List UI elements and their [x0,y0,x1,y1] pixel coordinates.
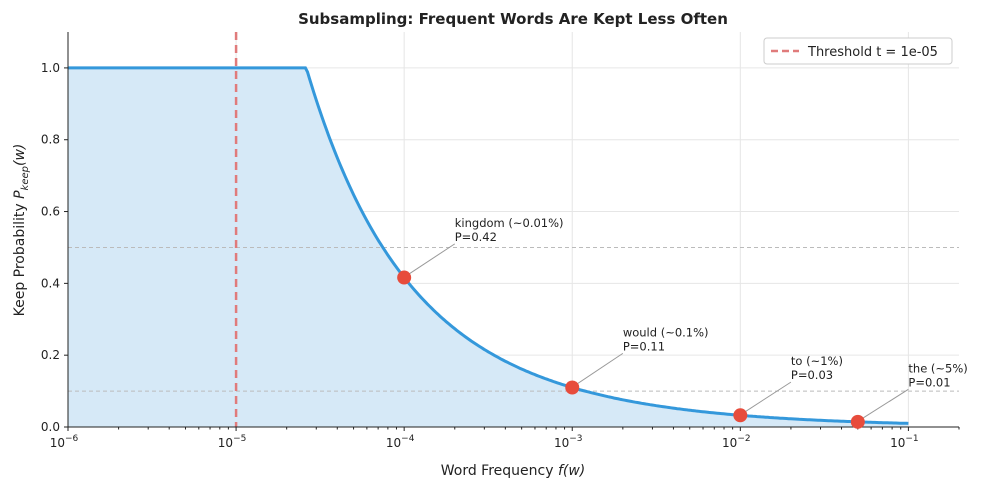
point-would [565,380,580,395]
point-to [733,408,748,423]
point-the [850,414,865,429]
legend-box [763,37,953,65]
x-tick-label: 10−2 [722,434,751,450]
y-tick-label: 0.0 [41,420,60,434]
annotation-label-would: would (~0.1%) [623,325,709,339]
annotation-label-to: to (~1%) [791,354,843,368]
axes: 0.0 0.2 0.4 0.6 0.8 1.0 10−6 10−5 10−4 10−3 10−2 10… [41,32,960,450]
x-axis-label: Word Frequency f(w) [441,463,586,479]
y-axis-label: Keep Probability Pkeep(w) [12,144,31,317]
point-kingdom [397,270,412,285]
annotation-arrow [575,352,624,385]
x-tick-label: 10−1 [890,434,919,450]
x-tick-label: 10−3 [554,434,583,450]
legend: Threshold t = 1e-05 [763,37,953,65]
annotation-arrow [407,243,456,275]
series [68,32,959,428]
annotation-arrow [861,388,909,420]
curve-fill-area [68,67,909,428]
annotation-arrow [744,381,792,413]
annotation-value-to: P=0.03 [791,368,833,382]
y-tick-label: 0.8 [41,133,60,147]
y-tick-label: 0.6 [41,205,60,219]
annotation-label-the: the (~5%) [908,361,967,375]
x-tick-label: 10−5 [218,434,247,450]
annotations: kingdom (~0.01%)P=0.42 would (~0.1%)P=0.1… [397,216,968,429]
annotation-value-kingdom: P=0.42 [455,230,497,244]
y-tick-label: 1.0 [41,61,60,75]
x-tick-label: 10−4 [386,434,415,450]
annotation-label-kingdom: kingdom (~0.01%) [455,216,564,230]
annotation-value-the: P=0.01 [908,375,950,389]
y-tick-label: 0.4 [41,276,60,290]
keep-probability-curve [68,66,909,425]
legend-threshold-label: Threshold t = 1e-05 [807,45,938,60]
chart-title: Subsampling: Frequent Words Are Kept Les… [298,10,728,28]
y-tick-label: 0.2 [41,348,60,362]
annotation-value-would: P=0.11 [623,339,665,353]
x-tick-label: 10−6 [50,434,79,450]
